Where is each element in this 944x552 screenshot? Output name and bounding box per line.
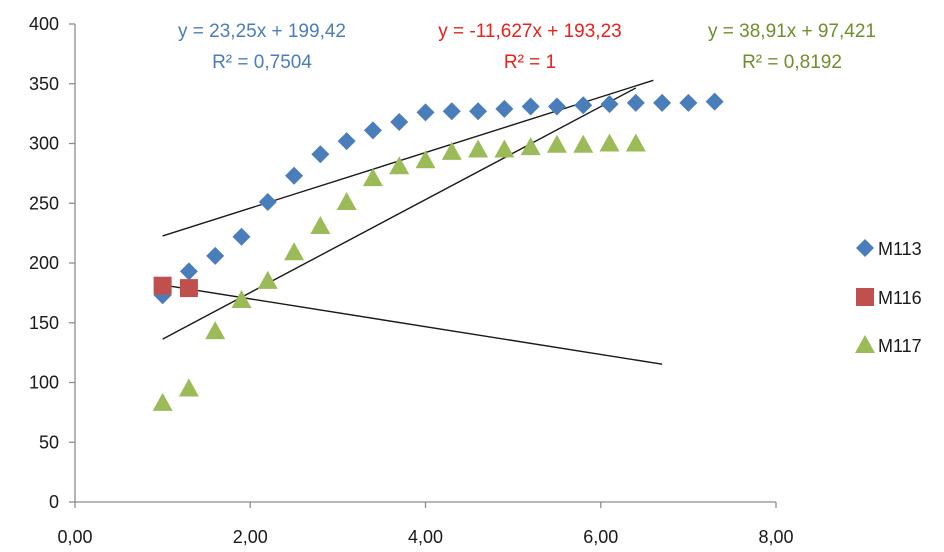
trendline-r-squared: R² = 1 [504, 52, 556, 73]
data-point-m113 [442, 102, 461, 121]
x-tick-label: 2,00 [233, 527, 268, 547]
data-points [152, 92, 724, 411]
data-point-m113 [521, 97, 540, 116]
data-point-m113 [679, 93, 698, 112]
data-point-m113 [574, 96, 593, 115]
data-point-m113 [653, 93, 672, 112]
data-point-m117 [257, 270, 278, 289]
y-tick-label: 250 [29, 193, 59, 213]
trendline-m113 [162, 79, 654, 237]
data-point-m117 [284, 242, 305, 261]
trendline-equation: y = 38,91x + 97,421 [708, 21, 876, 42]
trendline-r-squared: R² = 0,8192 [742, 52, 842, 73]
legend-label: M116 [878, 288, 922, 308]
data-point-m117 [310, 215, 331, 234]
y-tick-label: 0 [49, 492, 59, 512]
data-point-m116 [179, 279, 198, 298]
data-point-m117 [494, 139, 515, 158]
data-point-m117 [178, 378, 199, 397]
data-point-m117 [441, 141, 462, 160]
legend: M113 M116 M117 [855, 239, 922, 356]
legend-marker-m117 [855, 335, 875, 353]
trendline-equation: y = -11,627x + 193,23 [438, 21, 621, 42]
data-point-m117 [546, 134, 567, 153]
trendlines [162, 79, 663, 365]
data-point-m117 [415, 150, 436, 169]
x-tick-label: 6,00 [583, 527, 618, 547]
trendline-equation: y = 23,25x + 199,42 [178, 21, 346, 42]
y-tick-label: 150 [29, 313, 59, 333]
data-point-m113 [285, 166, 304, 185]
data-point-m117 [625, 133, 646, 152]
y-tick-label: 200 [29, 253, 59, 273]
axes: 0 50 100 150 200 250 300 350 400 0,00 2,00 4,00 6,00… [29, 14, 794, 547]
data-point-m113 [600, 95, 619, 114]
trendline-equations: y = 23,25x + 199,42 R² = 0,7504 y = -11,62… [178, 21, 876, 73]
data-point-m117 [389, 156, 410, 175]
data-point-m113 [390, 112, 409, 131]
data-point-m113 [495, 99, 514, 118]
data-point-m113 [206, 246, 225, 265]
y-tick-label: 50 [39, 432, 59, 452]
data-point-m117 [152, 392, 173, 411]
data-point-m113 [258, 193, 277, 212]
trendline-m116 [162, 284, 663, 365]
data-point-m117 [520, 137, 541, 156]
data-point-m113 [547, 97, 566, 116]
x-tick-label: 4,00 [408, 527, 443, 547]
data-point-m113 [626, 93, 645, 112]
data-point-m113 [311, 145, 330, 164]
data-point-m113 [232, 227, 251, 246]
y-tick-label: 100 [29, 373, 59, 393]
data-point-m117 [205, 321, 226, 340]
y-tick-label: 300 [29, 134, 59, 154]
legend-label: M113 [878, 239, 922, 259]
legend-marker-m113 [856, 239, 874, 257]
y-tick-label: 400 [29, 14, 59, 34]
data-point-m117 [336, 192, 357, 211]
y-tick-label: 350 [29, 74, 59, 94]
data-point-m116 [153, 276, 172, 295]
x-tick-label: 8,00 [758, 527, 793, 547]
x-tick-label: 0,00 [57, 527, 92, 547]
data-point-m117 [468, 139, 489, 158]
data-point-m117 [573, 134, 594, 153]
data-point-m113 [469, 102, 488, 121]
data-point-m117 [362, 168, 383, 187]
data-point-m113 [179, 262, 198, 281]
data-point-m117 [231, 290, 252, 309]
data-point-m113 [416, 103, 435, 122]
data-point-m113 [337, 132, 356, 151]
legend-marker-m116 [856, 288, 874, 306]
data-point-m113 [363, 121, 382, 140]
data-point-m117 [599, 133, 620, 152]
legend-label: M117 [878, 336, 922, 356]
data-point-m113 [705, 92, 724, 111]
trendline-r-squared: R² = 0,7504 [212, 52, 312, 73]
